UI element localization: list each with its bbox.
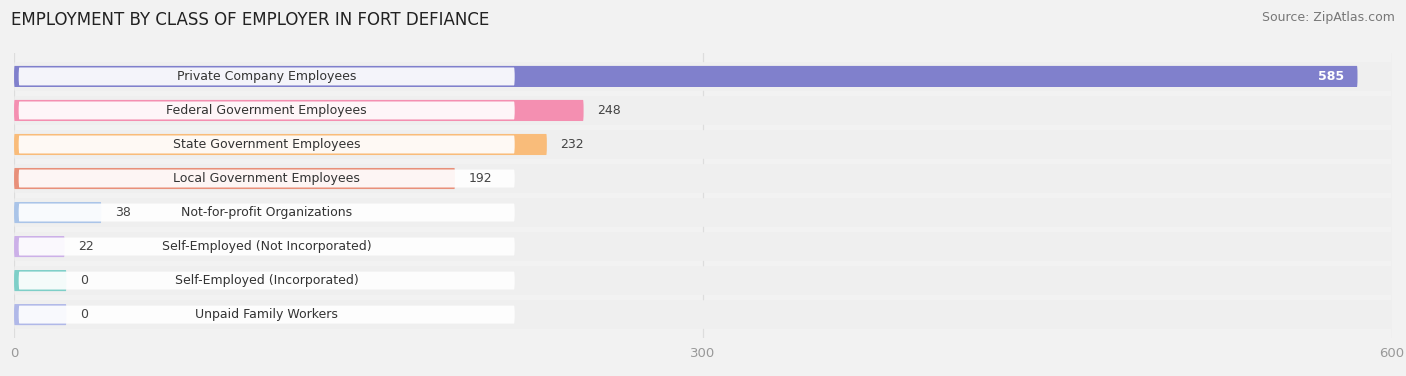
Text: Unpaid Family Workers: Unpaid Family Workers: [195, 308, 337, 321]
FancyBboxPatch shape: [18, 67, 515, 85]
FancyBboxPatch shape: [14, 300, 1392, 329]
FancyBboxPatch shape: [14, 100, 583, 121]
FancyBboxPatch shape: [14, 270, 66, 291]
Text: 585: 585: [1317, 70, 1344, 83]
FancyBboxPatch shape: [18, 135, 515, 153]
Text: 0: 0: [80, 274, 89, 287]
FancyBboxPatch shape: [14, 304, 66, 325]
FancyBboxPatch shape: [18, 170, 515, 188]
Text: Local Government Employees: Local Government Employees: [173, 172, 360, 185]
Text: 0: 0: [80, 308, 89, 321]
Text: Source: ZipAtlas.com: Source: ZipAtlas.com: [1261, 11, 1395, 24]
FancyBboxPatch shape: [14, 202, 101, 223]
Text: 232: 232: [561, 138, 585, 151]
FancyBboxPatch shape: [14, 134, 547, 155]
Text: Federal Government Employees: Federal Government Employees: [166, 104, 367, 117]
Text: 192: 192: [468, 172, 492, 185]
FancyBboxPatch shape: [18, 306, 515, 324]
FancyBboxPatch shape: [14, 236, 65, 257]
Text: Private Company Employees: Private Company Employees: [177, 70, 356, 83]
Text: Self-Employed (Not Incorporated): Self-Employed (Not Incorporated): [162, 240, 371, 253]
FancyBboxPatch shape: [14, 66, 1358, 87]
FancyBboxPatch shape: [14, 232, 1392, 261]
Text: State Government Employees: State Government Employees: [173, 138, 360, 151]
FancyBboxPatch shape: [14, 96, 1392, 125]
Text: Not-for-profit Organizations: Not-for-profit Organizations: [181, 206, 353, 219]
Text: Self-Employed (Incorporated): Self-Employed (Incorporated): [174, 274, 359, 287]
FancyBboxPatch shape: [14, 62, 1392, 91]
Text: EMPLOYMENT BY CLASS OF EMPLOYER IN FORT DEFIANCE: EMPLOYMENT BY CLASS OF EMPLOYER IN FORT …: [11, 11, 489, 29]
FancyBboxPatch shape: [14, 130, 1392, 159]
FancyBboxPatch shape: [14, 168, 456, 189]
FancyBboxPatch shape: [14, 198, 1392, 227]
Text: 248: 248: [598, 104, 621, 117]
Text: 22: 22: [79, 240, 94, 253]
FancyBboxPatch shape: [18, 238, 515, 256]
Text: 38: 38: [115, 206, 131, 219]
FancyBboxPatch shape: [18, 271, 515, 290]
FancyBboxPatch shape: [14, 164, 1392, 193]
FancyBboxPatch shape: [18, 102, 515, 120]
FancyBboxPatch shape: [14, 266, 1392, 295]
FancyBboxPatch shape: [18, 203, 515, 221]
